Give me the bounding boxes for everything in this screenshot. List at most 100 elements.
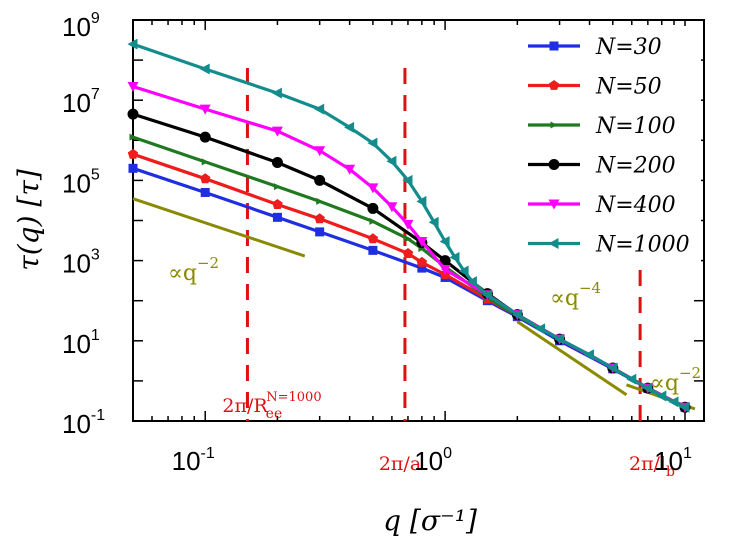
data-point bbox=[416, 237, 428, 247]
data-series bbox=[127, 38, 691, 413]
data-point bbox=[550, 121, 558, 129]
data-point bbox=[314, 146, 326, 157]
legend-label: N=100 bbox=[595, 114, 676, 139]
data-point bbox=[626, 373, 637, 385]
guide-label-main: ∝q bbox=[168, 261, 197, 286]
data-point bbox=[386, 155, 397, 167]
y-tick-base: 10 bbox=[62, 168, 91, 198]
data-point bbox=[416, 195, 427, 207]
y-tick-exponent: 5 bbox=[91, 166, 100, 183]
data-point bbox=[439, 236, 450, 247]
guide-label-exponent: −4 bbox=[579, 279, 601, 297]
series-N-1000 bbox=[127, 38, 690, 413]
data-point bbox=[607, 362, 618, 374]
data-point bbox=[271, 87, 282, 99]
y-tick-base: 10 bbox=[62, 12, 91, 42]
y-axis-label: τ(q) [τ] bbox=[12, 169, 45, 271]
data-point bbox=[344, 121, 355, 133]
data-point bbox=[271, 126, 283, 137]
x-tick-label: 10-1 bbox=[172, 445, 215, 476]
x-tick-exponent: 1 bbox=[683, 445, 692, 462]
data-point bbox=[549, 41, 559, 51]
guide-label-exponent: −2 bbox=[679, 364, 701, 382]
x-axis-label: q [σ⁻¹] bbox=[383, 504, 477, 537]
guide-label-main: ∝q bbox=[550, 286, 579, 311]
data-point bbox=[642, 382, 653, 394]
data-point bbox=[129, 133, 137, 141]
marker-label: 2π/lb bbox=[629, 453, 675, 480]
legend-background bbox=[521, 26, 701, 264]
legend-label: N=50 bbox=[595, 75, 662, 100]
data-point bbox=[367, 233, 379, 244]
data-point bbox=[668, 396, 679, 408]
data-point bbox=[199, 131, 211, 143]
data-point bbox=[314, 213, 325, 224]
data-point bbox=[272, 212, 282, 222]
legend-label: N=1000 bbox=[595, 233, 690, 258]
y-tick-base: 10 bbox=[62, 329, 91, 359]
data-point bbox=[402, 219, 414, 230]
data-point bbox=[201, 158, 209, 166]
data-point bbox=[199, 104, 211, 115]
data-point bbox=[481, 289, 492, 301]
legend-label: N=400 bbox=[595, 193, 676, 218]
data-point bbox=[404, 235, 412, 243]
data-point bbox=[128, 163, 138, 173]
x-tick-base: 10 bbox=[414, 446, 443, 476]
data-point bbox=[548, 80, 560, 90]
x-tick-exponent: -1 bbox=[201, 445, 215, 462]
data-point bbox=[272, 199, 283, 209]
data-point bbox=[367, 183, 379, 194]
data-point bbox=[416, 256, 428, 267]
data-point bbox=[439, 255, 451, 267]
marker-label: 2π/ReeN=1000 bbox=[222, 390, 321, 422]
legend-label: N=200 bbox=[595, 154, 676, 179]
guide-label: ∝q−4 bbox=[550, 279, 601, 311]
data-point bbox=[314, 174, 326, 186]
marker-label: 2π/a bbox=[379, 453, 421, 475]
data-point bbox=[402, 174, 413, 186]
data-point bbox=[679, 401, 690, 413]
x-tick-base: 10 bbox=[654, 446, 683, 476]
data-point bbox=[386, 202, 398, 213]
data-point bbox=[367, 202, 379, 214]
axis-ticks bbox=[132, 19, 704, 422]
x-tick-base: 10 bbox=[172, 446, 201, 476]
data-point bbox=[200, 187, 210, 197]
marker-label-main: 2π/R bbox=[222, 395, 268, 417]
guide-line bbox=[132, 197, 306, 258]
y-tick-label: 103 bbox=[62, 247, 100, 279]
data-point bbox=[428, 216, 439, 228]
data-point bbox=[656, 390, 667, 402]
data-point bbox=[548, 199, 560, 210]
x-tick-exponent: 0 bbox=[443, 445, 452, 462]
data-point bbox=[417, 263, 427, 273]
data-point bbox=[584, 349, 594, 361]
data-point bbox=[316, 197, 324, 205]
y-tick-exponent: 1 bbox=[91, 327, 100, 344]
data-point bbox=[554, 333, 565, 345]
data-point bbox=[271, 156, 283, 168]
data-point bbox=[344, 164, 356, 175]
y-tick-exponent: 9 bbox=[91, 10, 100, 27]
guide-label: ∝q−2 bbox=[168, 254, 219, 286]
data-point bbox=[200, 173, 211, 184]
y-tick-label: 107 bbox=[62, 86, 100, 118]
guide-label-exponent: −2 bbox=[197, 254, 219, 272]
data-point bbox=[548, 238, 559, 249]
marker-label-sub: ee bbox=[266, 406, 283, 422]
y-tick-base: 10 bbox=[62, 88, 91, 118]
data-point bbox=[439, 265, 451, 275]
data-point bbox=[127, 38, 138, 50]
guide-line bbox=[516, 320, 628, 397]
data-point bbox=[449, 251, 460, 263]
y-tick-label: 101 bbox=[62, 327, 100, 359]
y-tick-exponent: 3 bbox=[91, 247, 100, 264]
y-tick-label: 10-1 bbox=[62, 407, 105, 439]
marker-label-main: 2π/a bbox=[379, 453, 421, 475]
data-point bbox=[535, 323, 546, 335]
y-tick-exponent: 7 bbox=[91, 86, 100, 103]
